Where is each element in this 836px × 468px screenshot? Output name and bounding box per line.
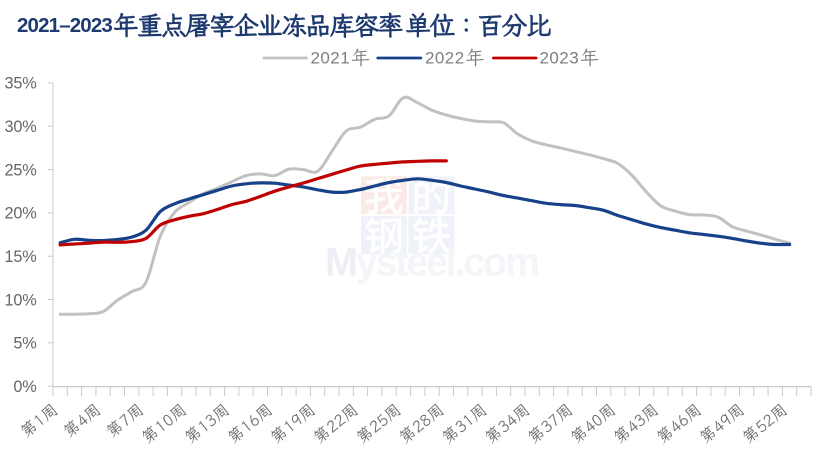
svg-text:Mysteel.com: Mysteel.com [325, 241, 538, 285]
svg-text:5%: 5% [13, 335, 36, 353]
svg-text:2021–2023: 2021–2023 [17, 14, 112, 37]
svg-text:15%: 15% [5, 248, 37, 266]
svg-text:2023: 2023 [540, 49, 580, 68]
svg-text:30%: 30% [5, 118, 37, 136]
svg-text:25%: 25% [5, 161, 37, 179]
svg-text:0%: 0% [13, 378, 36, 396]
svg-text:35%: 35% [5, 75, 37, 93]
svg-text:20%: 20% [5, 205, 37, 223]
svg-text:2022: 2022 [425, 49, 465, 68]
svg-text:10%: 10% [5, 291, 37, 309]
svg-text:2021: 2021 [311, 49, 351, 68]
